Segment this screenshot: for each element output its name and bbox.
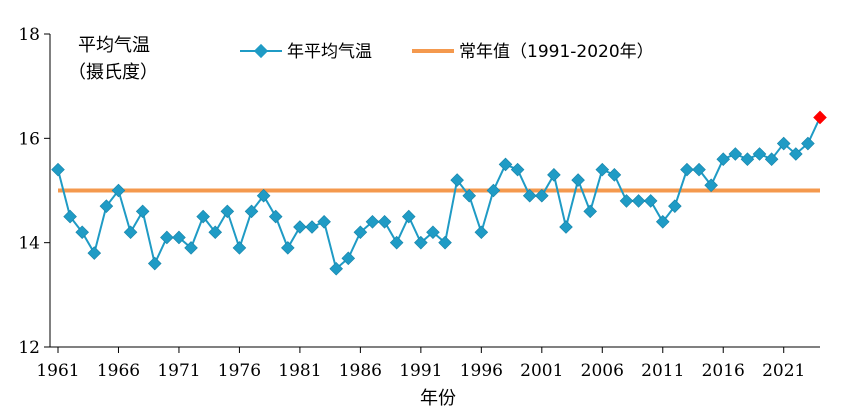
x-tick-label: 2011	[641, 361, 684, 381]
data-point	[522, 188, 537, 203]
data-point	[281, 241, 295, 255]
x-tick-label: 1986	[339, 361, 382, 381]
data-point	[353, 225, 368, 240]
data-point	[450, 173, 464, 187]
data-point	[789, 147, 803, 161]
data-point	[184, 241, 198, 255]
x-tick-label: 2021	[762, 361, 805, 381]
x-ticks: 1961 1966 1971 1976 1981 1986 1991 1996 2001 2006…	[36, 347, 805, 381]
data-point	[123, 225, 138, 240]
y-tick-label: 14	[18, 234, 40, 254]
data-point	[559, 220, 573, 234]
legend: 年平均气温 常年值（1991-2020年）	[240, 42, 654, 62]
data-point	[75, 225, 89, 240]
data-point	[801, 136, 815, 151]
data-point	[655, 215, 670, 229]
data-point	[99, 199, 114, 213]
legend-series-marker	[253, 43, 269, 59]
data-point	[752, 147, 767, 161]
y-ticks: 12 14 16 18	[18, 25, 50, 358]
data-point	[293, 220, 307, 234]
legend-normal-label: 常年值（1991-2020年）	[459, 42, 654, 62]
data-point	[510, 162, 525, 177]
data-point	[474, 225, 489, 240]
data-point	[268, 209, 283, 224]
data-point	[317, 215, 331, 229]
data-point	[486, 183, 501, 198]
data-point	[147, 256, 162, 271]
data-point	[728, 147, 743, 161]
data-point	[232, 241, 247, 255]
data-point	[63, 209, 77, 224]
markers-group	[51, 110, 827, 276]
data-point	[305, 220, 319, 234]
data-point	[135, 204, 150, 219]
y-tick-label: 18	[18, 25, 40, 45]
data-point	[377, 215, 392, 229]
y-axis-label-line1: 平均气温	[78, 35, 150, 56]
x-tick-label: 2006	[581, 361, 624, 381]
data-point	[583, 204, 597, 219]
data-point	[776, 136, 791, 151]
data-point	[438, 235, 452, 250]
data-point	[619, 194, 634, 208]
y-axis-label-line2: （摄氏度）	[68, 62, 158, 83]
x-tick-label: 1996	[460, 361, 503, 381]
data-point	[607, 168, 622, 182]
data-point	[426, 225, 440, 240]
data-point	[365, 215, 380, 229]
axes	[49, 34, 820, 348]
data-point	[51, 162, 65, 177]
y-tick-label: 12	[18, 338, 40, 358]
x-tick-label: 2001	[520, 361, 563, 381]
x-tick-label: 1981	[278, 361, 321, 381]
data-point	[220, 204, 235, 219]
data-point	[401, 209, 416, 224]
x-tick-label: 2016	[702, 361, 745, 381]
data-point	[111, 183, 126, 198]
data-point	[571, 173, 585, 187]
data-point	[547, 168, 561, 182]
data-point	[668, 199, 682, 213]
x-axis-label: 年份	[420, 388, 456, 409]
data-point	[498, 157, 513, 172]
series-group	[57, 117, 821, 271]
data-point	[208, 225, 223, 240]
data-point	[643, 194, 658, 208]
x-tick-label: 1966	[97, 361, 140, 381]
data-point	[764, 152, 779, 166]
data-point	[462, 188, 477, 203]
annual-temperature-line	[57, 117, 821, 271]
x-tick-label: 1961	[36, 361, 79, 381]
data-point	[704, 178, 718, 193]
data-point	[692, 162, 706, 177]
data-point	[160, 230, 174, 245]
data-point	[414, 235, 428, 250]
data-point	[716, 152, 731, 166]
data-point	[329, 261, 343, 276]
x-tick-label: 1991	[399, 361, 442, 381]
data-point-latest	[813, 110, 827, 125]
data-point	[196, 209, 210, 224]
data-point	[256, 188, 271, 203]
y-tick-label: 16	[18, 129, 40, 149]
data-point	[595, 162, 610, 177]
data-point	[535, 188, 549, 203]
data-point	[244, 204, 259, 219]
data-point	[740, 152, 755, 166]
data-point	[341, 251, 356, 266]
data-point	[87, 246, 102, 260]
data-point	[389, 235, 404, 250]
legend-series-label: 年平均气温	[287, 42, 372, 62]
x-tick-label: 1971	[157, 361, 200, 381]
x-tick-label: 1976	[218, 361, 261, 381]
data-point	[172, 230, 186, 245]
data-point	[631, 194, 646, 208]
data-point	[680, 162, 694, 177]
